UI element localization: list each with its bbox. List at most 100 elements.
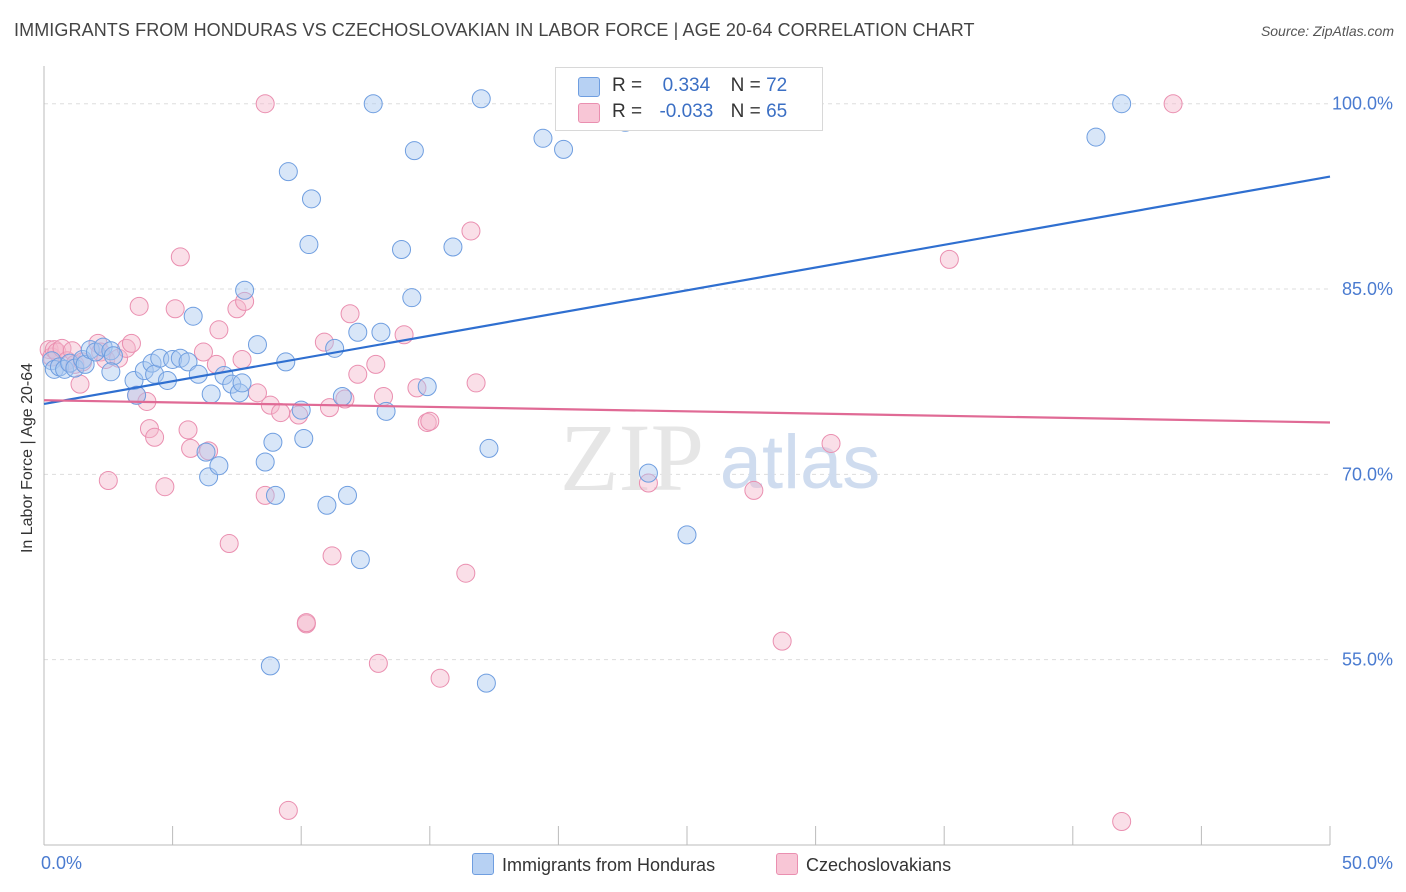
point-honduras — [183, 306, 203, 326]
point-honduras — [247, 335, 267, 355]
point-honduras — [163, 349, 183, 369]
point-honduras — [317, 495, 337, 515]
point-czechoslovakians — [289, 405, 309, 425]
point-honduras — [260, 656, 280, 676]
point-honduras — [55, 359, 75, 379]
point-czechoslovakians — [255, 485, 275, 505]
point-honduras — [476, 673, 496, 693]
point-czechoslovakians — [232, 349, 252, 369]
point-czechoslovakians — [466, 373, 486, 393]
point-czechoslovakians — [744, 480, 764, 500]
bottom-legend-honduras[interactable]: Immigrants from Honduras — [472, 853, 715, 876]
point-honduras — [232, 373, 252, 393]
point-honduras — [299, 235, 319, 255]
point-honduras — [235, 280, 255, 300]
y-tick-label: 70.0% — [1342, 464, 1393, 484]
point-czechoslovakians — [772, 631, 792, 651]
point-honduras — [49, 357, 69, 377]
point-honduras — [417, 377, 437, 397]
point-czechoslovakians — [314, 332, 334, 352]
watermark-zip: ZIP — [560, 404, 704, 511]
point-czechoslovakians — [209, 320, 229, 340]
point-honduras — [124, 370, 144, 390]
point-honduras — [101, 341, 121, 361]
trendline-czechoslovakians — [43, 399, 1331, 424]
point-honduras — [554, 139, 574, 159]
point-honduras — [75, 354, 95, 374]
legend-label-czechoslovakians: Czechoslovakians — [806, 855, 952, 875]
point-czechoslovakians — [1163, 94, 1183, 114]
point-czechoslovakians — [129, 296, 149, 316]
point-honduras — [178, 352, 198, 372]
point-honduras — [278, 162, 298, 182]
legend-r-label: R = — [612, 75, 643, 96]
point-czechoslovakians — [121, 333, 141, 353]
legend-n-value: 65 — [766, 101, 788, 122]
trendline-honduras — [43, 175, 1331, 406]
point-honduras — [134, 361, 154, 381]
point-honduras — [337, 485, 357, 505]
legend-r-value: 0.334 — [662, 75, 711, 96]
x-tick-label: 0.0% — [41, 853, 82, 873]
point-honduras — [188, 364, 208, 384]
point-honduras — [402, 288, 422, 308]
legend-n-label: N = — [730, 75, 761, 96]
point-honduras — [638, 463, 658, 483]
point-czechoslovakians — [255, 94, 275, 114]
point-honduras — [471, 89, 491, 109]
point-honduras — [350, 550, 370, 570]
watermark: ZIP atlas — [560, 404, 880, 511]
point-honduras — [404, 141, 424, 161]
point-honduras — [443, 237, 463, 257]
legend-n-value: 72 — [766, 75, 788, 96]
point-honduras — [1086, 127, 1106, 147]
point-czechoslovakians — [193, 342, 213, 362]
legend-n-label: N = — [730, 101, 761, 122]
legend-label-honduras: Immigrants from Honduras — [502, 855, 716, 875]
point-czechoslovakians — [430, 668, 450, 688]
y-tick-label: 100.0% — [1332, 94, 1393, 114]
point-czechoslovakians — [939, 249, 959, 269]
legend-swatch-pink — [776, 853, 798, 875]
point-honduras — [301, 189, 321, 209]
point-czechoslovakians — [319, 398, 339, 418]
legend-r-value: -0.033 — [659, 101, 714, 122]
point-czechoslovakians — [461, 221, 481, 241]
point-czechoslovakians — [348, 364, 368, 384]
point-honduras — [677, 525, 697, 545]
tick-labels: 55.0% 70.0% 85.0% 100.0% 0.0% 50.0% — [41, 94, 1393, 873]
point-honduras — [294, 429, 314, 449]
point-honduras — [103, 346, 123, 366]
point-honduras — [255, 452, 275, 472]
point-honduras — [201, 384, 221, 404]
series-honduras — [42, 89, 1132, 693]
point-honduras — [363, 94, 383, 114]
point-honduras — [101, 362, 121, 382]
axis-layer — [43, 66, 1331, 846]
point-czechoslovakians — [278, 800, 298, 820]
point-czechoslovakians — [366, 354, 386, 374]
point-czechoslovakians — [70, 374, 90, 394]
point-czechoslovakians — [420, 411, 440, 431]
legend-r-label: R = — [612, 101, 643, 122]
point-czechoslovakians — [322, 546, 342, 566]
point-honduras — [127, 385, 147, 405]
point-czechoslovakians — [638, 473, 658, 493]
point-czechoslovakians — [155, 477, 175, 497]
point-honduras — [265, 485, 285, 505]
point-czechoslovakians — [1112, 812, 1132, 832]
point-czechoslovakians — [821, 433, 841, 453]
source-label: Source: ZipAtlas.com — [1260, 23, 1394, 39]
point-czechoslovakians — [178, 420, 198, 440]
point-czechoslovakians — [340, 304, 360, 324]
point-czechoslovakians — [368, 653, 388, 673]
legend-swatch-blue — [578, 77, 600, 97]
bottom-legend-czechoslovakians[interactable]: Czechoslovakians — [776, 853, 951, 876]
chart-title: IMMIGRANTS FROM HONDURAS VS CZECHOSLOVAK… — [14, 20, 975, 40]
point-honduras — [533, 128, 553, 148]
point-czechoslovakians — [165, 299, 185, 319]
point-honduras — [479, 438, 499, 458]
point-czechoslovakians — [235, 291, 255, 311]
point-honduras — [348, 322, 368, 342]
